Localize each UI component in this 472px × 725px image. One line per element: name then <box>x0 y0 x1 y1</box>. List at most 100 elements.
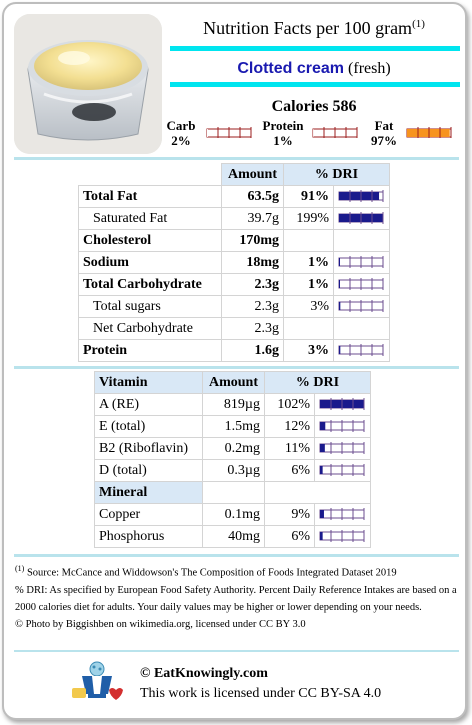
dri-bar-fill <box>339 192 380 201</box>
nutrient-dri: 91% <box>283 185 334 208</box>
dri-bar-icon <box>319 530 365 543</box>
nutrient-dri: 11% <box>264 437 315 460</box>
nutrient-name: Total Carbohydrate <box>78 273 222 296</box>
nutrient-name: Total sugars <box>78 295 222 318</box>
dri-bar-cell <box>333 295 390 318</box>
dri-bar-fill <box>339 346 341 355</box>
nutrient-name: Net Carbohydrate <box>78 317 222 340</box>
eatknowingly-logo-icon <box>72 661 123 700</box>
dri-bar-cell <box>333 317 390 340</box>
table-row: D (total) 0.3µg 6% <box>94 459 371 482</box>
nutrient-amount: 2.3g <box>221 295 284 318</box>
dri-bar-cell <box>314 525 371 548</box>
nutrient-name: Saturated Fat <box>78 207 222 230</box>
nutrient-dri: 1% <box>283 273 334 296</box>
nutrient-dri: 6% <box>264 525 315 548</box>
nutrient-name: Cholesterol <box>78 229 222 252</box>
table-row: Total sugars 2.3g 3% <box>78 295 390 318</box>
dri-bar-cell <box>314 437 371 460</box>
dri-bar-cell <box>333 273 390 296</box>
dri-bar-cell <box>314 415 371 438</box>
dri-bar-fill <box>320 444 325 453</box>
nutrient-amount: 40mg <box>202 525 265 548</box>
food-photo <box>14 14 162 154</box>
photo-credit: © Photo by Biggishben on wikimedia.org, … <box>15 618 306 630</box>
dri-bar-fill <box>320 466 323 475</box>
nutrient-dri: 199% <box>283 207 334 230</box>
nutrient-name: A (RE) <box>94 393 203 416</box>
table-row: Saturated Fat 39.7g 199% <box>78 207 390 230</box>
table-row: Sodium 18mg 1% <box>78 251 390 274</box>
dri-bar-fill <box>339 280 340 289</box>
license-text: This work is licensed under CC BY-SA 4.0 <box>140 686 382 701</box>
nutrition-card: Nutrition Facts per 100 gram(1) Clotted … <box>2 2 467 720</box>
nutrient-name: E (total) <box>94 415 203 438</box>
table-row: A (RE) 819µg 102% <box>94 393 371 416</box>
vitamin-header-name: Vitamin <box>94 371 203 394</box>
nutrient-amount: 63.5g <box>221 185 284 208</box>
dri-bar-fill <box>339 258 340 267</box>
mineral-header-row: Mineral <box>94 481 371 504</box>
nutrient-name: Total Fat <box>78 185 222 208</box>
nutrient-dri: 1% <box>283 251 334 274</box>
nutrient-name: Protein <box>78 339 222 362</box>
dri-bar-icon <box>319 420 365 433</box>
dri-bar-cell <box>314 393 371 416</box>
dri-bar-icon <box>338 212 384 225</box>
dri-bar-cell <box>333 339 390 362</box>
nutrient-dri: 9% <box>264 503 315 526</box>
nutrient-name: Sodium <box>78 251 222 274</box>
divider-top <box>14 157 459 160</box>
nutrient-dri: 102% <box>264 393 315 416</box>
macro-protein-bar <box>312 127 358 138</box>
dri-bar-icon <box>338 256 384 269</box>
divider-footer <box>14 650 459 652</box>
nutrient-dri: 6% <box>264 459 315 482</box>
dri-bar-cell <box>333 229 390 252</box>
dri-bar-cell <box>333 207 390 230</box>
nutrient-amount: 1.5mg <box>202 415 265 438</box>
nutrient-dri <box>283 317 334 340</box>
nutrient-table: Amount % DRI Total Fat 63.5g 91% Saturated … <box>78 163 390 362</box>
mineral-header-blank <box>202 481 265 504</box>
nutrient-amount: 819µg <box>202 393 265 416</box>
nutrient-dri: 3% <box>283 295 334 318</box>
dri-bar-fill <box>320 510 324 519</box>
calories: Calories 586 <box>271 98 357 115</box>
dri-bar-cell <box>333 251 390 274</box>
dri-bar-icon <box>338 190 384 203</box>
table-row: B2 (Riboflavin) 0.2mg 11% <box>94 437 371 460</box>
dri-bar-icon <box>338 278 384 291</box>
clotted-cream-photo-icon <box>14 14 162 154</box>
dri-bar-icon <box>338 300 384 313</box>
facts-title: Nutrition Facts per 100 gram(1) <box>203 18 425 38</box>
title-underline <box>170 46 460 51</box>
table-row: Net Carbohydrate 2.3g <box>78 317 390 340</box>
dri-bar-cell <box>314 503 371 526</box>
mineral-header: Mineral <box>94 481 203 504</box>
vitamin-header-amount: Amount <box>202 371 265 394</box>
table-row: Copper 0.1mg 9% <box>94 503 371 526</box>
site-credit[interactable]: © EatKnowingly.com <box>140 666 268 681</box>
nutrient-amount: 18mg <box>221 251 284 274</box>
nutrient-name: D (total) <box>94 459 203 482</box>
dri-bar-icon <box>338 344 384 357</box>
dri-bar-fill <box>320 422 326 431</box>
nutrient-amount: 170mg <box>221 229 284 252</box>
footnotes: (1) Source: McCance and Widdowson's The … <box>15 560 460 633</box>
nutrient-amount: 0.3µg <box>202 459 265 482</box>
food-qualifier: (fresh) <box>348 60 391 77</box>
dri-bar-icon <box>319 508 365 521</box>
mineral-header-blank <box>264 481 371 504</box>
nutrient-amount: 1.6g <box>221 339 284 362</box>
nutrient-dri: 12% <box>264 415 315 438</box>
dri-bar-icon <box>319 398 365 411</box>
macro-carb: Carb 2% <box>166 118 196 148</box>
dri-bar-icon <box>319 464 365 477</box>
nutrient-name: B2 (Riboflavin) <box>94 437 203 460</box>
nutrient-amount: 2.3g <box>221 317 284 340</box>
dri-bar-cell <box>314 459 371 482</box>
table-row: Phosphorus 40mg 6% <box>94 525 371 548</box>
nutrient-dri: 3% <box>283 339 334 362</box>
macro-protein: Protein 1% <box>262 118 304 148</box>
